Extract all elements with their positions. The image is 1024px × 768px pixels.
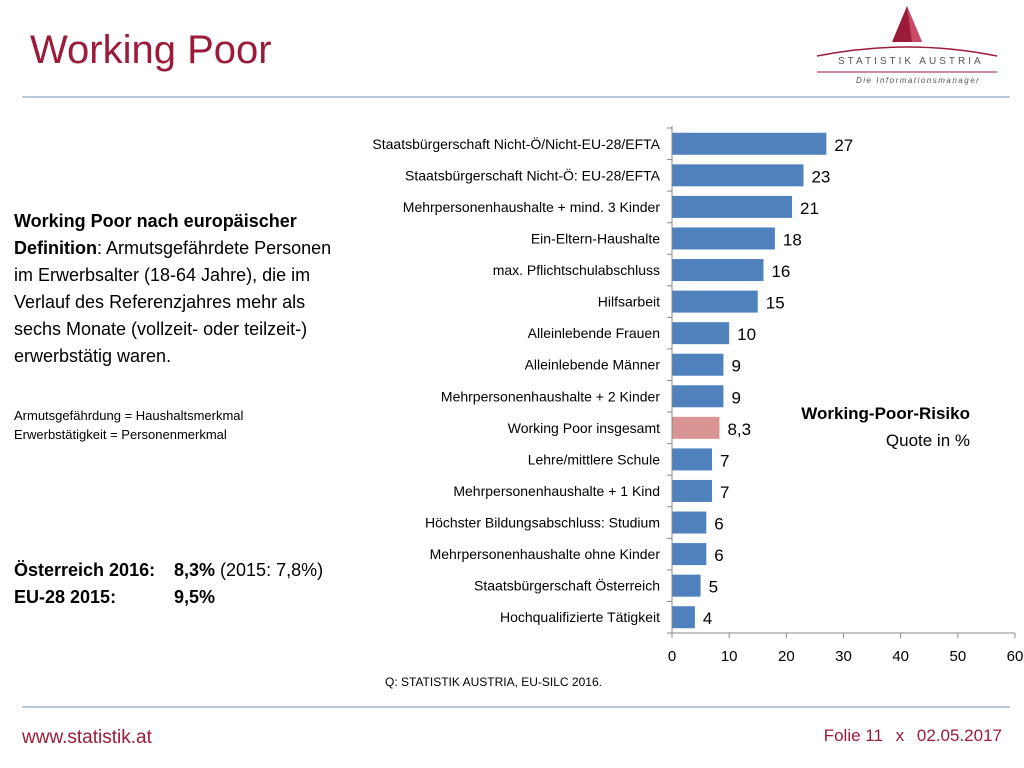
category-label: Mehrpersonenhaushalte + 2 Kinder [441,388,660,404]
category-label: Lehre/mittlere Schule [528,451,661,467]
x-tick-label: 0 [668,648,676,665]
header-divider [22,96,1010,98]
data-label: 16 [771,262,790,281]
definition-text: Working Poor nach europäischer Definitio… [14,208,344,370]
bar [672,290,758,313]
footer-info: Folie 11 x 02.05.2017 [816,726,1002,746]
note-line-2: Erwerbstätigkeit = Personenmerkmal [14,427,227,442]
statistik-austria-logo [816,6,998,73]
category-label: Höchster Bildungsabschluss: Studium [425,515,660,531]
data-label: 21 [800,199,819,218]
bar [672,416,720,439]
category-label: Mehrpersonenhaushalte + 1 Kind [453,483,660,499]
slide-number: Folie 11 [823,726,883,745]
logo-subtitle: Die Informationsmanager [856,76,981,85]
chart-legend: Working-Poor-Risiko Quote in % [760,400,970,454]
category-label: Staatsbürgerschaft Nicht-Ö/Nicht-EU-28/E… [372,135,660,152]
source-note: Q: STATISTIK AUSTRIA, EU-SILC 2016. [385,675,602,689]
stat-austria-value: 8,3% [174,560,216,580]
x-tick-label: 60 [1007,648,1024,665]
data-label: 6 [714,546,723,565]
data-label: 4 [703,609,712,628]
website-link[interactable]: www.statistik.at [22,727,152,748]
footer-date: 02.05.2017 [916,726,1002,745]
note-line-1: Armutsgefährdung = Haushaltsmerkmal [14,408,244,423]
data-label: 10 [737,325,756,344]
bar [672,164,804,187]
bar [672,479,713,502]
bar [672,574,701,597]
definition-body: : Armutsgefährdete Personen im Erwerbsal… [14,238,332,366]
category-label: Alleinlebende Männer [525,357,661,373]
category-label: Alleinlebende Frauen [528,325,660,341]
category-label: max. Pflichtschulabschluss [493,262,660,278]
footer-separator: x [895,726,905,745]
data-label: 7 [720,483,729,502]
stat-eu-value: 9,5% [174,587,216,607]
stat-eu-label: EU-28 2015: [14,587,117,607]
bar [672,606,695,629]
data-label: 5 [709,578,718,597]
x-tick-label: 50 [949,648,966,665]
stat-austria: Österreich 2016: 8,3% (2015: 7,8%) [14,557,323,584]
data-label: 8,3 [727,420,751,439]
data-label: 9 [731,388,740,407]
stat-austria-label: Österreich 2016: [14,560,156,580]
x-tick-label: 30 [835,648,852,665]
stat-eu: EU-28 2015: 9,5% [14,584,323,611]
category-label: Staatsbürgerschaft Nicht-Ö: EU-28/EFTA [405,166,661,183]
page-title: Working Poor [30,28,272,72]
category-label: Mehrpersonenhaushalte ohne Kinder [430,546,661,562]
footer-divider [22,706,1010,708]
bar [672,227,775,250]
data-label: 23 [811,167,830,186]
bar [672,385,724,408]
notes: Armutsgefährdung = Haushaltsmerkmal Erwe… [14,406,243,444]
stat-austria-prev: (2015: 7,8%) [215,560,324,580]
category-label: Ein-Eltern-Haushalte [531,230,660,246]
legend-title: Working-Poor-Risiko [801,404,970,423]
category-label: Working Poor insgesamt [508,420,660,436]
bar [672,322,730,345]
x-tick-label: 20 [778,648,795,665]
bar [672,511,707,534]
bar [672,448,713,471]
data-label: 9 [731,357,740,376]
data-label: 7 [720,451,729,470]
data-label: 6 [714,515,723,534]
bar [672,132,827,155]
definition-heading: Working Poor nach europäischer [14,211,297,231]
x-tick-label: 10 [721,648,738,665]
bar [672,353,724,376]
x-tick-label: 40 [892,648,909,665]
definition-keyword: Definition [14,238,97,258]
category-label: Hilfsarbeit [598,294,660,310]
legend-subtitle: Quote in % [885,431,970,450]
data-label: 15 [766,294,785,313]
bar [672,259,764,282]
data-label: 18 [783,230,802,249]
category-label: Mehrpersonenhaushalte + mind. 3 Kinder [403,199,661,215]
logo-text: STATISTIK AUSTRIA [838,56,984,67]
data-label: 27 [834,136,853,155]
bar [672,543,707,566]
category-label: Staatsbürgerschaft Österreich [474,577,660,594]
key-stats: Österreich 2016: 8,3% (2015: 7,8%) EU-28 … [14,557,323,611]
bar [672,195,793,218]
category-label: Hochqualifizierte Tätigkeit [500,609,660,625]
